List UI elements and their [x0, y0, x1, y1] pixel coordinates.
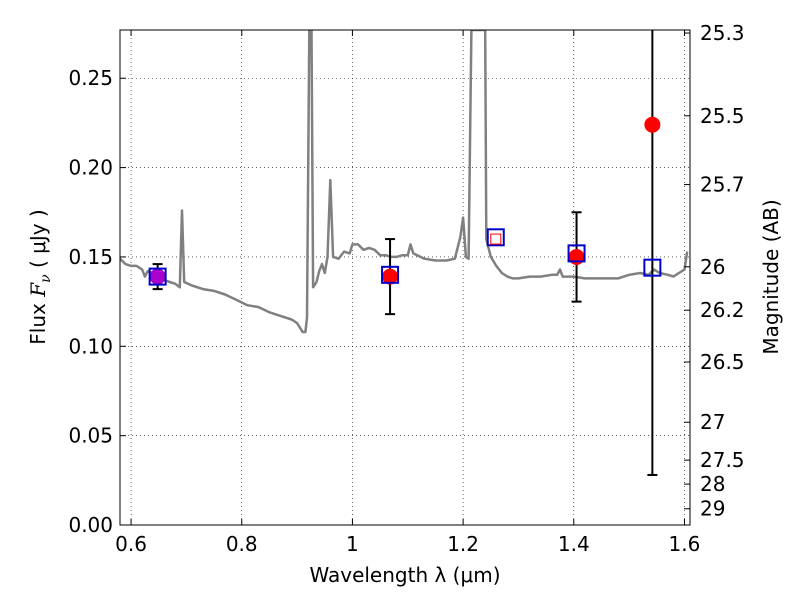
- right-tick-label: 29: [700, 497, 725, 521]
- y-tick-label: 0.25: [68, 66, 113, 90]
- observed-point: [568, 248, 585, 265]
- model-photometry-point: [486, 228, 505, 247]
- model-photometry-point: [643, 258, 662, 277]
- right-tick-label: 28: [700, 472, 725, 496]
- y-tick-label: 0.05: [68, 424, 113, 448]
- observed-point: [644, 116, 661, 133]
- right-tick-label: 25.3: [700, 21, 745, 45]
- x-tick-label: 0.6: [115, 532, 147, 556]
- right-tick-label: 25.5: [700, 104, 745, 128]
- model-photometry-point: [148, 267, 167, 286]
- small-red-square: [490, 233, 502, 245]
- x-tick-label: 1.4: [558, 532, 590, 556]
- y-tick-label: 0.00: [68, 513, 113, 537]
- highlight-point: [149, 268, 166, 285]
- right-tick-label: 26: [700, 255, 725, 279]
- y-tick-label: 0.10: [68, 334, 113, 358]
- plot-frame: [119, 29, 691, 526]
- y-axis-label-left: Flux Fν ( μJy ): [26, 209, 54, 344]
- plot-area: [120, 30, 689, 476]
- y-tick-label: 0.20: [68, 156, 113, 180]
- x-tick-label: 1: [346, 532, 359, 556]
- right-tick-label: 25.7: [700, 173, 745, 197]
- right-tick-label: 27: [700, 410, 725, 434]
- y-axis-label-right: Magnitude (AB): [759, 199, 783, 354]
- x-tick-label: 1.2: [447, 532, 479, 556]
- observed-point: [382, 268, 399, 285]
- x-tick-label: 1.6: [669, 532, 701, 556]
- model-photometry-point: [567, 244, 586, 263]
- x-axis-label: Wavelength λ (μm): [309, 563, 500, 587]
- axes: 0.6 0.8 1 1.2 1.4 1.6 0.00 0.05 0.10 0.15 0.20 0.25…: [68, 21, 744, 556]
- y-tick-label: 0.15: [68, 245, 113, 269]
- x-tick-label: 0.8: [226, 532, 258, 556]
- spectrum-line: [120, 30, 689, 334]
- right-tick-label: 26.5: [700, 350, 745, 374]
- model-photometry-point: [381, 265, 400, 284]
- right-tick-label: 27.5: [700, 448, 745, 472]
- right-tick-label: 26.2: [700, 298, 745, 322]
